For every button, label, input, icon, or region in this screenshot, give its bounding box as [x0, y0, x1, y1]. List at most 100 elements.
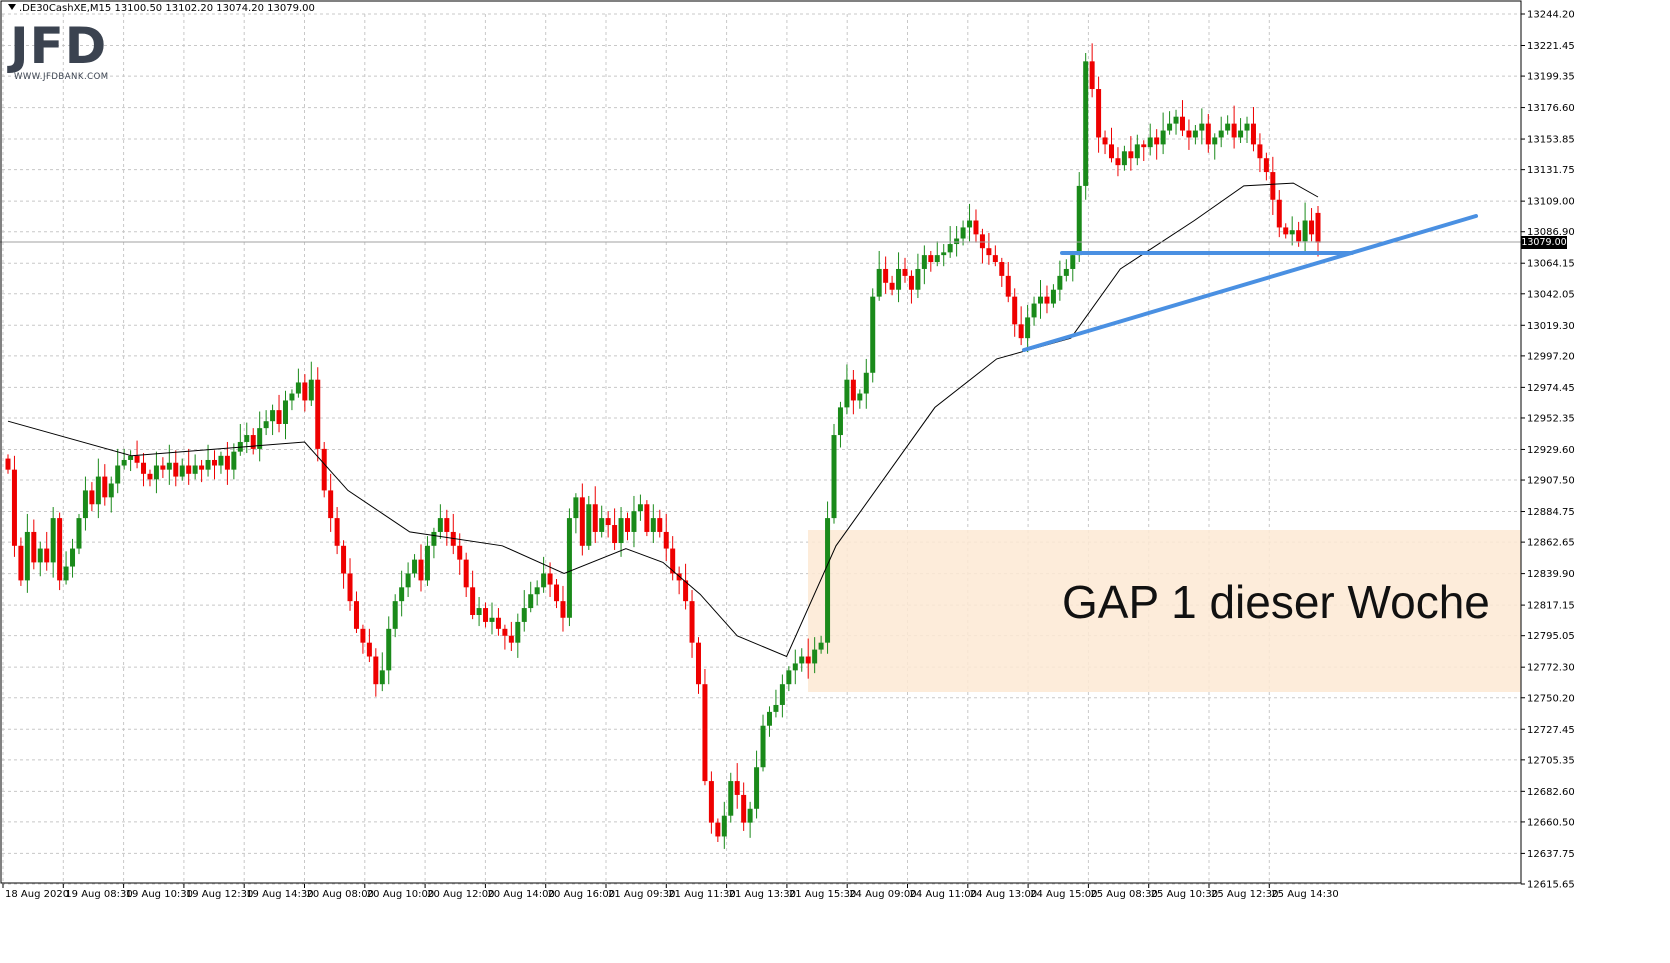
candle-body — [1276, 199, 1282, 228]
candle-body — [1283, 227, 1289, 235]
candle — [857, 389, 863, 409]
candle — [728, 772, 734, 823]
candle-body — [1167, 123, 1173, 131]
candle — [992, 245, 998, 267]
candle-body — [967, 220, 973, 228]
candle — [1276, 190, 1282, 238]
y-tick-label: 13221.45 — [1527, 41, 1575, 52]
dropdown-triangle-icon[interactable] — [8, 4, 16, 10]
candle-body — [1225, 123, 1231, 131]
candle-body — [1309, 220, 1315, 235]
candle — [960, 220, 966, 246]
candle — [689, 590, 695, 658]
candle-body — [792, 663, 798, 671]
candle — [141, 453, 147, 487]
candle-body — [308, 379, 314, 401]
candle-body — [1083, 61, 1089, 186]
candle-body — [812, 649, 818, 664]
candle-body — [1031, 303, 1037, 318]
candle-body — [302, 382, 308, 401]
candle-body — [1263, 158, 1269, 173]
candle — [1070, 250, 1076, 282]
candle — [734, 763, 740, 809]
candle — [721, 801, 727, 849]
candle-body — [31, 531, 37, 563]
candle-body — [683, 580, 689, 602]
candle-body — [1231, 123, 1237, 138]
candle-body — [431, 531, 437, 546]
y-tick-label: 12637.75 — [1527, 849, 1575, 860]
candle-body — [360, 628, 366, 643]
candle — [405, 562, 411, 597]
candle — [470, 570, 476, 620]
candle — [863, 358, 869, 409]
candle — [566, 508, 572, 627]
candle — [1121, 145, 1127, 171]
candle-body — [1302, 220, 1308, 242]
x-tick-label: 19 Aug 12:30 — [186, 889, 253, 900]
candle-body — [766, 711, 772, 726]
candle — [444, 509, 450, 546]
y-tick-label: 12817.15 — [1527, 601, 1575, 612]
candle-body — [192, 465, 198, 474]
candle — [934, 241, 940, 267]
candle — [1031, 296, 1037, 326]
candle-body — [1115, 158, 1121, 166]
candle-body — [399, 587, 405, 602]
candle — [399, 570, 405, 617]
candle — [1167, 111, 1173, 135]
x-tick-label: 21 Aug 13:30 — [729, 889, 796, 900]
current-price-tag: 13079.00 — [1521, 236, 1567, 249]
candle-body — [1179, 116, 1185, 131]
candle-body — [483, 608, 489, 622]
candle — [592, 486, 598, 544]
candle-body — [921, 255, 927, 269]
candle — [1005, 262, 1011, 303]
candle-body — [11, 469, 17, 546]
candle — [295, 368, 301, 398]
candle-body — [1128, 151, 1134, 159]
candle-body — [63, 566, 69, 581]
candle-body — [199, 465, 205, 470]
candle-body — [754, 767, 760, 809]
candle-body — [825, 518, 831, 643]
candle-body — [1089, 61, 1095, 90]
candle — [128, 450, 134, 472]
candle-body — [657, 518, 663, 532]
candle-body — [1296, 230, 1302, 242]
candle — [379, 652, 385, 692]
candle — [76, 513, 82, 555]
candle-body — [515, 621, 521, 643]
candle — [870, 288, 876, 383]
candle-body — [1173, 116, 1179, 124]
candle — [1083, 53, 1089, 200]
y-tick-label: 12660.50 — [1527, 817, 1575, 828]
candle-body — [82, 490, 88, 519]
candle — [50, 507, 56, 578]
candle-body — [1012, 296, 1018, 325]
candle — [1044, 285, 1050, 314]
candle — [18, 537, 24, 586]
y-tick-label: 13086.90 — [1527, 227, 1575, 238]
candle — [741, 782, 747, 831]
candle-body — [315, 379, 321, 449]
candle-body — [89, 490, 95, 505]
candle — [915, 253, 921, 299]
candle — [308, 361, 314, 406]
y-tick-label: 12884.75 — [1527, 507, 1575, 518]
candle-body — [579, 497, 585, 546]
candle-body — [702, 684, 708, 782]
x-tick-label: 20 Aug 10:00 — [367, 889, 434, 900]
candle-body — [947, 244, 953, 253]
candle — [896, 252, 902, 303]
candle-body — [1108, 144, 1114, 159]
candle-body — [973, 220, 979, 235]
candle-body — [715, 822, 721, 837]
candle-body — [1212, 137, 1218, 145]
candle — [315, 367, 321, 462]
x-tick-label: 20 Aug 14:00 — [487, 889, 554, 900]
candle — [347, 558, 353, 611]
candle-body — [1076, 185, 1082, 256]
candle-body — [605, 518, 611, 526]
